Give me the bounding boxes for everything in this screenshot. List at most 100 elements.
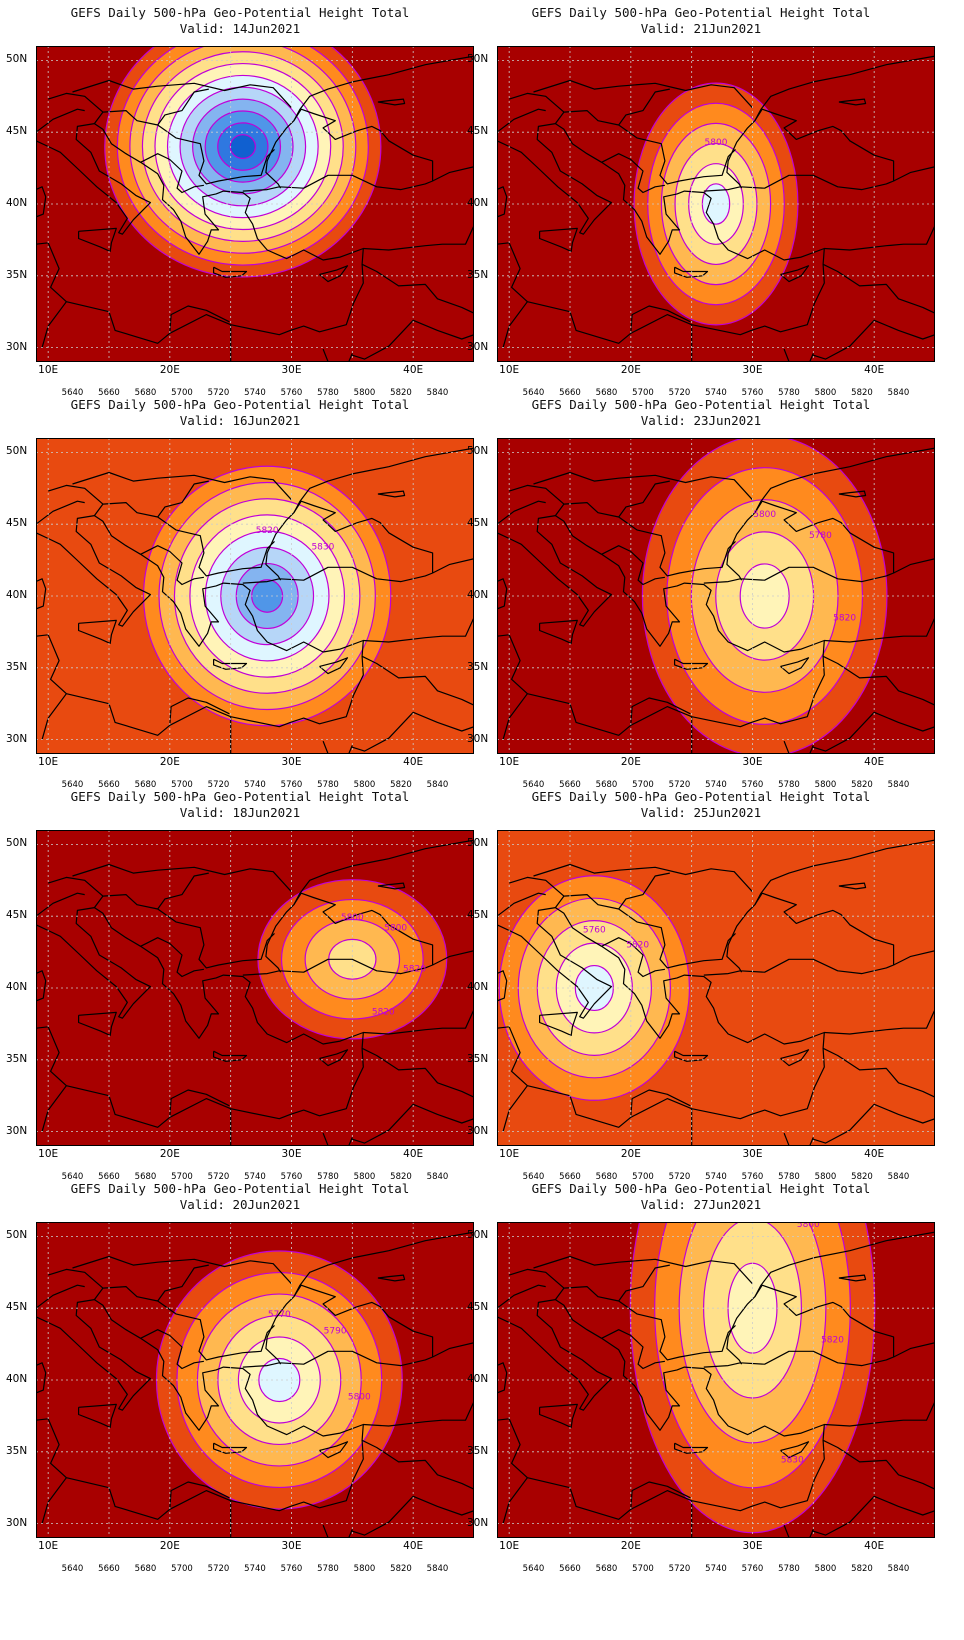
coastline <box>242 108 434 192</box>
coastline <box>157 88 209 126</box>
lon-tick-label: 20E <box>620 1540 641 1552</box>
height-contour <box>258 1357 301 1403</box>
coastline <box>36 1284 85 1309</box>
coastline <box>822 1439 935 1490</box>
map-frame <box>36 46 474 362</box>
lat-tick-label: 30N <box>467 1124 489 1137</box>
colorbar-tick-label: 5780 <box>778 1564 800 1574</box>
colorbar-tick-label: 5800 <box>815 388 837 398</box>
contour-label: 5830 <box>781 1456 804 1466</box>
coastline <box>618 1264 670 1302</box>
colorbar-tick-label: 5740 <box>705 1564 727 1574</box>
lon-tick-label: 40E <box>864 364 885 376</box>
lon-tick-label: 20E <box>159 1148 180 1160</box>
contour-label: 5760 <box>583 926 606 936</box>
coastline <box>48 876 104 897</box>
colorbar: 5640 5660 5680 5700 5720 5740 5760 5780 5800 5820… <box>497 1154 935 1184</box>
lon-tick-label: 40E <box>403 756 424 768</box>
coastline <box>48 484 104 505</box>
coastline <box>319 657 349 675</box>
colorbar-tick-label: 5700 <box>632 388 654 398</box>
colorbar-tick-label: 5720 <box>208 1172 230 1182</box>
coastline <box>93 894 275 969</box>
coastline <box>533 863 753 893</box>
lat-tick-label: 35N <box>6 1052 28 1065</box>
lon-tick-label: 10E <box>499 756 520 768</box>
lon-tick-label: 20E <box>620 756 641 768</box>
panel-valid-date: Valid: 16Jun2021 <box>179 413 301 428</box>
colorbar-tick-label: 5640 <box>523 388 545 398</box>
map-frame <box>36 1222 474 1538</box>
contour-label: 5790 <box>324 1327 347 1337</box>
panel-valid-date: Valid: 27Jun2021 <box>640 1197 762 1212</box>
colorbar: 5640 5660 5680 5700 5720 5740 5760 5780 5800 5820… <box>36 1546 474 1576</box>
coastline <box>838 1274 867 1282</box>
colorbar-tick-label: 5720 <box>208 388 230 398</box>
lat-tick-label: 35N <box>467 660 489 673</box>
colorbar-tick-label: 5700 <box>171 1172 193 1182</box>
colorbar-tick-label: 5780 <box>317 780 339 790</box>
contour-label: 5820 <box>821 1335 844 1345</box>
coastline <box>811 1495 935 1536</box>
lat-tick-label: 30N <box>6 1516 28 1529</box>
map-frame <box>497 830 935 1146</box>
lat-tick-label: 50N <box>6 53 28 66</box>
colorbar-tick-label: 5700 <box>171 388 193 398</box>
lon-tick-label: 10E <box>499 1148 520 1160</box>
lat-tick-label: 45N <box>467 125 489 138</box>
colorbar-tick-label: 5840 <box>427 388 449 398</box>
coastline <box>497 123 825 344</box>
map-panel: GEFS Daily 500-hPa Geo-Potential Height … <box>0 1176 480 1584</box>
colorbar-tick-label: 5720 <box>208 1564 230 1574</box>
colorbar-tick-label: 5700 <box>171 1564 193 1574</box>
lat-tick-label: 45N <box>6 909 28 922</box>
lat-tick-label: 45N <box>467 1301 489 1314</box>
coastline <box>293 55 474 121</box>
coastline <box>140 545 204 586</box>
height-map: 5800 5780 5820 <box>497 438 935 754</box>
coastline <box>703 500 895 584</box>
lat-tick-label: 35N <box>467 268 489 281</box>
colorbar-tick-label: 5700 <box>632 1564 654 1574</box>
height-map: 5800 <box>497 46 935 362</box>
map-area: 5760 5820 <box>497 830 935 1146</box>
coastline <box>157 1264 209 1302</box>
map-area: 5800 5800 5820 5820 <box>36 830 474 1146</box>
colorbar-tick-label: 5640 <box>62 388 84 398</box>
coastline <box>539 227 578 252</box>
coastline <box>824 225 935 251</box>
colorbar-tick-label: 5820 <box>851 780 873 790</box>
contour-label: 5820 <box>833 614 856 624</box>
map-area: 5800 5780 5820 <box>497 438 935 754</box>
contour-label: 5780 <box>809 531 832 541</box>
coastline <box>754 447 935 513</box>
panel-title: GEFS Daily 500-hPa Geo-Potential Height … <box>531 1181 871 1196</box>
panel-valid-date: Valid: 23Jun2021 <box>640 413 762 428</box>
coastline <box>822 263 935 314</box>
lat-tick-label: 45N <box>6 1301 28 1314</box>
panel-title: GEFS Daily 500-hPa Geo-Potential Height … <box>70 5 410 20</box>
map-area: 5780580058205830 <box>497 1222 935 1538</box>
coastline <box>533 471 753 501</box>
colorbar-tick-label: 5640 <box>62 1564 84 1574</box>
coastline <box>601 937 665 978</box>
coastline <box>377 1274 406 1282</box>
lat-tick-label: 35N <box>467 1052 489 1065</box>
coastline <box>319 1049 349 1067</box>
colorbar-tick-label: 5660 <box>559 388 581 398</box>
coastline <box>497 186 508 218</box>
coastline <box>703 892 895 976</box>
colorbar-tick-label: 5760 <box>742 388 764 398</box>
colorbar-tick-label: 5740 <box>705 780 727 790</box>
coastline <box>93 1286 275 1361</box>
lon-tick-label: 30E <box>281 1540 302 1552</box>
lon-tick-label: 30E <box>742 1540 763 1552</box>
coastline <box>539 1011 578 1036</box>
colorbar-tick-label: 5840 <box>888 1564 910 1574</box>
coastline <box>36 108 85 133</box>
coastline <box>36 500 85 525</box>
coastline <box>78 1403 117 1428</box>
contour-label: 5820 <box>372 1008 395 1018</box>
coastline <box>140 937 204 978</box>
lon-tick-label: 30E <box>742 756 763 768</box>
